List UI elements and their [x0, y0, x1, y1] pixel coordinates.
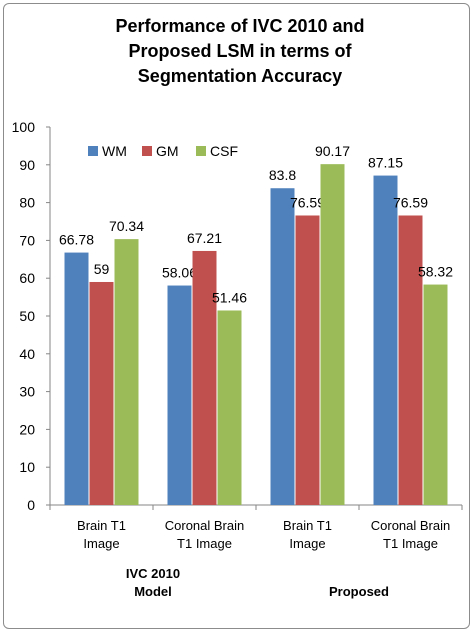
data-label-csf: 90.17: [315, 143, 350, 159]
data-label-wm: 83.8: [269, 167, 296, 183]
x-category-label: Brain T1: [283, 518, 332, 533]
legend-label-wm: WM: [102, 143, 127, 159]
bar-gm: [398, 215, 423, 505]
data-label-csf: 70.34: [109, 218, 144, 234]
legend-label-csf: CSF: [210, 143, 238, 159]
data-label-gm: 67.21: [187, 230, 222, 246]
bar-wm: [373, 175, 398, 505]
chart-title-line-1: Performance of IVC 2010 and: [115, 16, 365, 36]
y-tick-label: 100: [12, 119, 36, 135]
legend-label-gm: GM: [156, 143, 179, 159]
bar-csf: [114, 239, 139, 505]
x-category-label: T1 Image: [383, 536, 438, 551]
bar-gm: [295, 215, 320, 505]
x-category-label: Coronal Brain: [165, 518, 245, 533]
x-group-label: Proposed: [329, 584, 389, 599]
y-tick-label: 30: [19, 384, 35, 400]
legend-swatch-csf: [196, 146, 206, 156]
data-label-wm: 66.78: [59, 232, 94, 248]
bar-wm: [64, 252, 89, 505]
data-label-csf: 58.32: [418, 264, 453, 280]
x-group-label: IVC 2010: [126, 566, 180, 581]
data-label-csf: 51.46: [212, 289, 247, 305]
legend-swatch-wm: [88, 146, 98, 156]
y-tick-label: 70: [19, 232, 35, 248]
y-tick-label: 80: [19, 195, 35, 211]
y-tick-label: 90: [19, 157, 35, 173]
chart-title-line-3: Segmentation Accuracy: [137, 66, 343, 86]
y-tick-label: 60: [19, 270, 35, 286]
legend-swatch-gm: [142, 146, 152, 156]
x-category-label: Image: [83, 536, 119, 551]
data-label-wm: 58.06: [162, 265, 197, 281]
x-group-label: Model: [134, 584, 172, 599]
y-tick-label: 0: [27, 497, 35, 513]
x-category-label: T1 Image: [177, 536, 232, 551]
data-label-wm: 87.15: [368, 155, 403, 171]
x-category-label: Brain T1: [77, 518, 126, 533]
chart-title-line-2: Proposed LSM in terms of: [128, 41, 352, 61]
bar-wm: [167, 285, 192, 505]
chart-title: Performance of IVC 2010 and Proposed LSM…: [60, 14, 420, 89]
x-category-label: Image: [289, 536, 325, 551]
bar-wm: [270, 188, 295, 505]
y-tick-label: 10: [19, 459, 35, 475]
y-tick-label: 40: [19, 346, 35, 362]
data-label-gm: 76.59: [393, 194, 428, 210]
data-label-gm: 76.59: [290, 194, 325, 210]
bar-csf: [423, 284, 448, 505]
data-label-gm: 59: [94, 261, 110, 277]
bar-gm: [192, 250, 217, 505]
y-tick-label: 20: [19, 421, 35, 437]
bar-csf: [320, 164, 345, 505]
bar-gm: [89, 281, 114, 505]
x-category-label: Coronal Brain: [371, 518, 451, 533]
bar-csf: [217, 310, 242, 505]
y-tick-label: 50: [19, 308, 35, 324]
